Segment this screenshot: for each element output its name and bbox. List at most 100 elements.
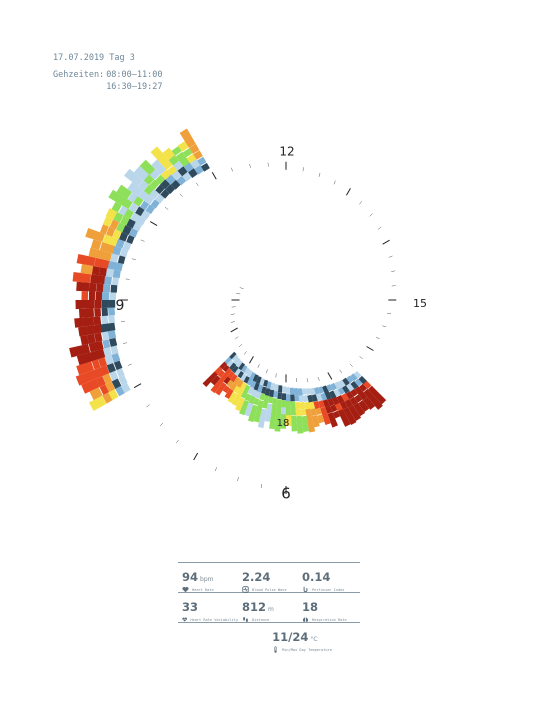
activity-wedge	[244, 402, 254, 417]
activity-wedge	[109, 337, 118, 347]
clock-tick	[296, 378, 298, 383]
activity-wedge	[277, 392, 282, 400]
activity-wedge	[155, 184, 165, 195]
activity-wedge	[239, 373, 247, 383]
activity-wedge	[231, 365, 239, 374]
activity-wedge	[85, 316, 95, 327]
activity-wedge	[102, 392, 113, 404]
activity-wedge	[130, 212, 141, 223]
activity-wedge	[311, 394, 318, 402]
activity-wedge	[235, 359, 243, 368]
activity-wedge	[170, 179, 181, 190]
activity-wedge	[322, 413, 331, 426]
activity-wedge	[307, 394, 314, 403]
activity-wedge	[241, 365, 248, 373]
activity-wedge	[80, 335, 89, 346]
walking-time-1: 08:00–11:00	[106, 70, 163, 80]
activity-wedge	[76, 352, 92, 366]
activity-wedge	[253, 406, 263, 423]
activity-wedge	[94, 300, 102, 309]
activity-wedge	[257, 408, 267, 429]
activity-wedge	[236, 379, 244, 389]
clock-tick	[249, 356, 254, 364]
activity-wedge	[122, 241, 132, 251]
activity-wedge	[155, 174, 166, 185]
activity-wedge	[102, 339, 111, 349]
footsteps-icon	[243, 616, 248, 623]
activity-wedge	[108, 307, 116, 316]
clock-tick	[179, 193, 183, 197]
activity-wedge	[151, 159, 162, 170]
activity-wedge	[217, 370, 225, 378]
activity-wedge	[294, 394, 300, 402]
activity-wedge	[200, 162, 210, 172]
activity-wedge	[343, 407, 357, 426]
activity-wedge	[111, 353, 121, 363]
clock-tick	[230, 167, 233, 172]
activity-wedge	[94, 340, 104, 351]
activity-wedge	[69, 343, 91, 358]
hour-labels: 12 15 18 6 9	[116, 145, 427, 503]
activity-wedge	[350, 381, 359, 390]
activity-wedge	[226, 371, 235, 380]
clock-tick	[146, 404, 150, 408]
activity-wedge	[90, 239, 102, 250]
activity-wedge	[106, 362, 116, 374]
clock-tick	[359, 201, 363, 205]
activity-wedge	[363, 380, 372, 390]
pulse-wave-icon	[242, 586, 249, 593]
activity-wedge	[255, 391, 262, 399]
clock-tick	[234, 336, 239, 340]
activity-wedge	[353, 402, 366, 417]
activity-wedge	[273, 384, 279, 393]
clock-tick	[175, 439, 179, 444]
clock-tick	[388, 255, 393, 258]
clock-tick	[120, 320, 125, 322]
activity-wedge	[296, 415, 304, 434]
stats-panel: 94 bpm Heart Rate 2.24 Blood Pulse Wave 0…	[178, 562, 360, 653]
activity-wedge	[138, 180, 149, 191]
activity-wedge	[99, 323, 109, 333]
activity-wedge	[109, 370, 119, 381]
activity-wedge	[138, 190, 149, 201]
activity-wedge	[294, 401, 301, 410]
activity-wedge	[297, 388, 303, 397]
activity-wedge	[91, 265, 101, 276]
activity-wedge	[233, 376, 241, 385]
activity-wedge	[102, 234, 112, 245]
activity-wedge	[276, 399, 282, 407]
activity-wedge	[339, 401, 348, 410]
activity-wedge	[346, 383, 355, 393]
activity-wedge	[145, 204, 155, 215]
activity-wedge	[237, 362, 245, 371]
activity-wedge	[304, 401, 311, 410]
activity-wedge	[332, 396, 340, 406]
clock-tick	[243, 351, 247, 355]
clock-tick	[302, 167, 304, 172]
hour-label: 18	[277, 418, 290, 429]
activity-wedge	[262, 401, 268, 409]
activity-wedge	[80, 264, 94, 275]
heart-icon	[182, 586, 189, 593]
activity-wedge	[162, 147, 175, 161]
clock-tick	[122, 342, 127, 344]
activity-wedge	[132, 185, 143, 197]
thermometer-icon	[274, 646, 277, 653]
activity-wedge	[101, 291, 110, 300]
activity-wedge	[110, 345, 119, 355]
activity-wedge	[263, 379, 269, 387]
activity-wedge	[293, 387, 299, 396]
activity-wedge	[93, 324, 102, 334]
clock-tick	[238, 343, 243, 348]
activity-wedge	[128, 202, 139, 213]
activity-wedge	[143, 184, 154, 196]
activity-wedge	[210, 375, 221, 386]
hour-label: 15	[413, 297, 427, 310]
activity-wedge	[76, 361, 95, 376]
activity-wedge	[358, 375, 368, 385]
activity-wedge	[96, 275, 106, 285]
activity-wedge	[272, 398, 278, 407]
activity-wedge	[354, 386, 364, 396]
activity-wedge	[110, 253, 119, 263]
